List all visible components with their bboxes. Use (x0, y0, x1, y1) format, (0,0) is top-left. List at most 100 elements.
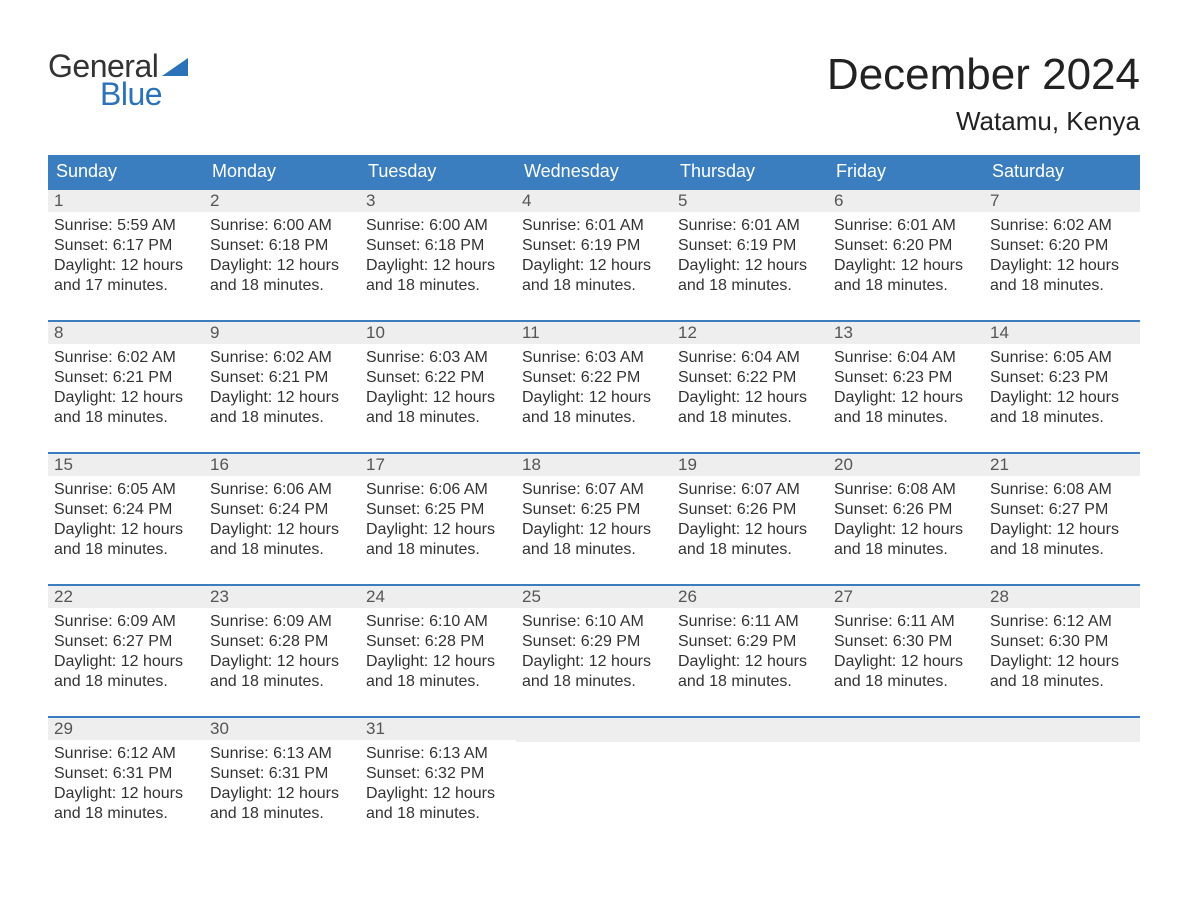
sunrise-line: Sunrise: 6:13 AM (366, 744, 510, 764)
sunrise-line: Sunrise: 6:04 AM (678, 348, 822, 368)
calendar-cell: 3Sunrise: 6:00 AMSunset: 6:18 PMDaylight… (360, 190, 516, 296)
daylight-line: Daylight: 12 hours and 18 minutes. (522, 520, 666, 560)
day-details: Sunrise: 6:00 AMSunset: 6:18 PMDaylight:… (204, 212, 360, 296)
day-details: Sunrise: 6:07 AMSunset: 6:26 PMDaylight:… (672, 476, 828, 560)
day-details: Sunrise: 6:09 AMSunset: 6:28 PMDaylight:… (204, 608, 360, 692)
calendar-cell: 5Sunrise: 6:01 AMSunset: 6:19 PMDaylight… (672, 190, 828, 296)
sunset-line: Sunset: 6:27 PM (990, 500, 1134, 520)
day-number (984, 718, 1140, 742)
sunset-line: Sunset: 6:19 PM (678, 236, 822, 256)
sunrise-line: Sunrise: 6:03 AM (522, 348, 666, 368)
page-title: December 2024 (827, 50, 1140, 100)
sunrise-line: Sunrise: 6:03 AM (366, 348, 510, 368)
day-number: 12 (672, 322, 828, 344)
calendar-cell (984, 718, 1140, 824)
daylight-line: Daylight: 12 hours and 18 minutes. (366, 784, 510, 824)
calendar-cell (828, 718, 984, 824)
daylight-line: Daylight: 12 hours and 18 minutes. (210, 652, 354, 692)
sunrise-line: Sunrise: 6:10 AM (522, 612, 666, 632)
sunrise-line: Sunrise: 6:12 AM (990, 612, 1134, 632)
sunrise-line: Sunrise: 6:07 AM (522, 480, 666, 500)
sunset-line: Sunset: 6:22 PM (678, 368, 822, 388)
sunrise-line: Sunrise: 6:12 AM (54, 744, 198, 764)
day-details: Sunrise: 6:03 AMSunset: 6:22 PMDaylight:… (516, 344, 672, 428)
sunrise-line: Sunrise: 6:02 AM (54, 348, 198, 368)
sunset-line: Sunset: 6:22 PM (366, 368, 510, 388)
weekday-header: Monday (204, 155, 360, 188)
sunset-line: Sunset: 6:27 PM (54, 632, 198, 652)
sunset-line: Sunset: 6:28 PM (210, 632, 354, 652)
daylight-line: Daylight: 12 hours and 18 minutes. (522, 652, 666, 692)
weekday-header: Thursday (672, 155, 828, 188)
calendar-cell: 16Sunrise: 6:06 AMSunset: 6:24 PMDayligh… (204, 454, 360, 560)
day-number: 26 (672, 586, 828, 608)
day-number (516, 718, 672, 742)
daylight-line: Daylight: 12 hours and 18 minutes. (834, 652, 978, 692)
day-number: 14 (984, 322, 1140, 344)
calendar-cell: 23Sunrise: 6:09 AMSunset: 6:28 PMDayligh… (204, 586, 360, 692)
day-details: Sunrise: 5:59 AMSunset: 6:17 PMDaylight:… (48, 212, 204, 296)
sunrise-line: Sunrise: 6:01 AM (834, 216, 978, 236)
sunrise-line: Sunrise: 6:11 AM (678, 612, 822, 632)
calendar-week: 15Sunrise: 6:05 AMSunset: 6:24 PMDayligh… (48, 452, 1140, 560)
daylight-line: Daylight: 12 hours and 18 minutes. (990, 256, 1134, 296)
daylight-line: Daylight: 12 hours and 18 minutes. (366, 520, 510, 560)
calendar-cell: 17Sunrise: 6:06 AMSunset: 6:25 PMDayligh… (360, 454, 516, 560)
day-details: Sunrise: 6:02 AMSunset: 6:21 PMDaylight:… (204, 344, 360, 428)
daylight-line: Daylight: 12 hours and 18 minutes. (210, 784, 354, 824)
daylight-line: Daylight: 12 hours and 18 minutes. (834, 520, 978, 560)
day-details: Sunrise: 6:12 AMSunset: 6:31 PMDaylight:… (48, 740, 204, 824)
sunset-line: Sunset: 6:31 PM (54, 764, 198, 784)
sunrise-line: Sunrise: 6:13 AM (210, 744, 354, 764)
sunset-line: Sunset: 6:18 PM (366, 236, 510, 256)
sunset-line: Sunset: 6:29 PM (522, 632, 666, 652)
sunset-line: Sunset: 6:20 PM (834, 236, 978, 256)
day-number: 23 (204, 586, 360, 608)
flag-icon (162, 58, 188, 76)
sunset-line: Sunset: 6:18 PM (210, 236, 354, 256)
sunset-line: Sunset: 6:24 PM (54, 500, 198, 520)
calendar-cell: 19Sunrise: 6:07 AMSunset: 6:26 PMDayligh… (672, 454, 828, 560)
day-number: 9 (204, 322, 360, 344)
daylight-line: Daylight: 12 hours and 18 minutes. (54, 652, 198, 692)
day-details: Sunrise: 6:09 AMSunset: 6:27 PMDaylight:… (48, 608, 204, 692)
daylight-line: Daylight: 12 hours and 18 minutes. (834, 388, 978, 428)
day-details: Sunrise: 6:10 AMSunset: 6:28 PMDaylight:… (360, 608, 516, 692)
day-number: 17 (360, 454, 516, 476)
daylight-line: Daylight: 12 hours and 18 minutes. (834, 256, 978, 296)
day-details: Sunrise: 6:01 AMSunset: 6:20 PMDaylight:… (828, 212, 984, 296)
daylight-line: Daylight: 12 hours and 18 minutes. (210, 388, 354, 428)
day-number: 6 (828, 190, 984, 212)
day-details: Sunrise: 6:11 AMSunset: 6:29 PMDaylight:… (672, 608, 828, 692)
sunrise-line: Sunrise: 6:06 AM (210, 480, 354, 500)
sunset-line: Sunset: 6:23 PM (990, 368, 1134, 388)
sunset-line: Sunset: 6:23 PM (834, 368, 978, 388)
day-number: 10 (360, 322, 516, 344)
day-number: 11 (516, 322, 672, 344)
calendar-cell: 13Sunrise: 6:04 AMSunset: 6:23 PMDayligh… (828, 322, 984, 428)
sunrise-line: Sunrise: 6:01 AM (678, 216, 822, 236)
logo: General Blue (48, 50, 188, 110)
daylight-line: Daylight: 12 hours and 18 minutes. (678, 520, 822, 560)
calendar-cell: 30Sunrise: 6:13 AMSunset: 6:31 PMDayligh… (204, 718, 360, 824)
calendar-week: 8Sunrise: 6:02 AMSunset: 6:21 PMDaylight… (48, 320, 1140, 428)
calendar-cell: 9Sunrise: 6:02 AMSunset: 6:21 PMDaylight… (204, 322, 360, 428)
calendar-cell: 6Sunrise: 6:01 AMSunset: 6:20 PMDaylight… (828, 190, 984, 296)
day-number: 30 (204, 718, 360, 740)
daylight-line: Daylight: 12 hours and 18 minutes. (366, 256, 510, 296)
sunset-line: Sunset: 6:29 PM (678, 632, 822, 652)
sunset-line: Sunset: 6:26 PM (678, 500, 822, 520)
weekday-header-row: SundayMondayTuesdayWednesdayThursdayFrid… (48, 155, 1140, 188)
daylight-line: Daylight: 12 hours and 18 minutes. (54, 520, 198, 560)
calendar-cell: 20Sunrise: 6:08 AMSunset: 6:26 PMDayligh… (828, 454, 984, 560)
sunrise-line: Sunrise: 6:07 AM (678, 480, 822, 500)
daylight-line: Daylight: 12 hours and 18 minutes. (366, 388, 510, 428)
day-details: Sunrise: 6:06 AMSunset: 6:24 PMDaylight:… (204, 476, 360, 560)
day-details: Sunrise: 6:08 AMSunset: 6:27 PMDaylight:… (984, 476, 1140, 560)
sunset-line: Sunset: 6:20 PM (990, 236, 1134, 256)
day-number: 29 (48, 718, 204, 740)
day-number: 18 (516, 454, 672, 476)
sunset-line: Sunset: 6:30 PM (990, 632, 1134, 652)
daylight-line: Daylight: 12 hours and 18 minutes. (366, 652, 510, 692)
day-details: Sunrise: 6:04 AMSunset: 6:23 PMDaylight:… (828, 344, 984, 428)
